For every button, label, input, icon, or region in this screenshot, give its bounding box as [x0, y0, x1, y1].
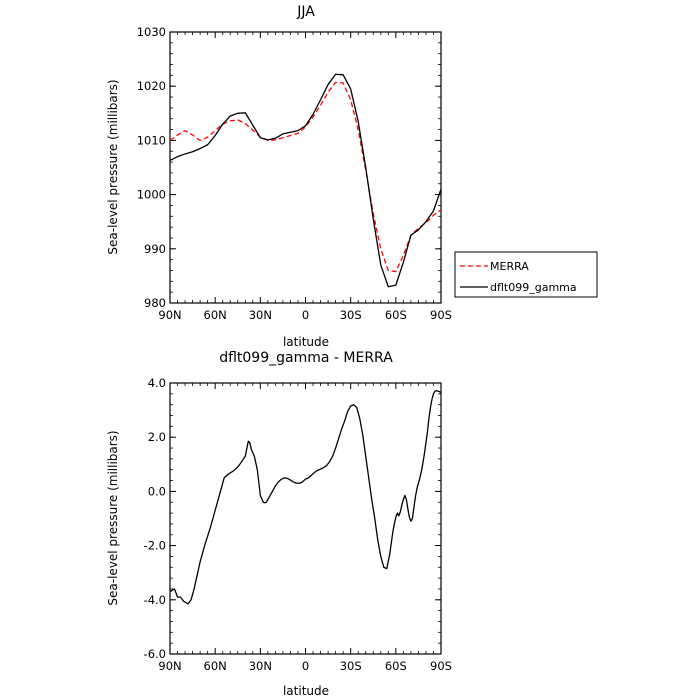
x-tick-label: 90S: [430, 659, 452, 673]
legend-box: [454, 251, 598, 298]
y-tick-label: 990: [144, 242, 166, 256]
x-tick-label: 30N: [249, 659, 272, 673]
panel-title-difference: dflt099_gamma - MERRA: [219, 350, 393, 366]
x-tick-label: 60N: [204, 659, 227, 673]
y-tick-label: 1010: [137, 133, 166, 147]
slp-panel: JJA 90N 60N 30N 0 30S 60S 90S 980 990 1000 1010 102…: [106, 4, 452, 349]
y-tick-label: 1030: [137, 25, 166, 39]
y-axis-label: Sea-level pressure (millibars): [106, 79, 120, 254]
x-tick-label: 90N: [158, 659, 181, 673]
x-tick-label: 30S: [340, 659, 362, 673]
plot-frame: [169, 382, 442, 655]
x-tick-label: 60N: [204, 308, 227, 322]
series-line-merra: [169, 81, 442, 273]
difference-panel: dflt099_gamma - MERRA 90N 60N 30N 0 30S 60S 90…: [106, 350, 452, 698]
y-tick-label: -6.0: [144, 647, 166, 661]
x-tick-label: 60S: [385, 308, 407, 322]
x-tick-label: 90S: [430, 308, 452, 322]
y-tick-label: -4.0: [144, 593, 166, 607]
y-tick-label: 4.0: [148, 376, 166, 390]
x-tick-label: 30N: [249, 308, 272, 322]
x-tick-label: 60S: [385, 659, 407, 673]
plot-frame: [169, 31, 442, 304]
panel-title-slp: JJA: [296, 4, 315, 20]
series-line-dflt099-gamma: [169, 73, 442, 288]
y-axis-label: Sea-level pressure (millibars): [106, 430, 120, 605]
y-tick-label: -2.0: [144, 539, 166, 553]
x-tick-label: 90N: [158, 308, 181, 322]
x-axis-label: latitude: [283, 335, 329, 349]
y-tick-label: 1000: [137, 188, 166, 202]
legend-label-merra: MERRA: [490, 260, 529, 273]
legend: MERRA dflt099_gamma: [454, 251, 598, 298]
legend-label-dflt099-gamma: dflt099_gamma: [490, 281, 577, 294]
y-tick-label: 980: [144, 296, 166, 310]
x-tick-label: 30S: [340, 308, 362, 322]
y-tick-label: 2.0: [148, 430, 166, 444]
y-tick-label: 1020: [137, 79, 166, 93]
series-line-difference: [169, 389, 442, 605]
x-tick-label: 0: [302, 659, 309, 673]
x-axis-label: latitude: [283, 684, 329, 698]
y-tick-label: 0.0: [148, 484, 166, 498]
x-tick-label: 0: [302, 308, 309, 322]
